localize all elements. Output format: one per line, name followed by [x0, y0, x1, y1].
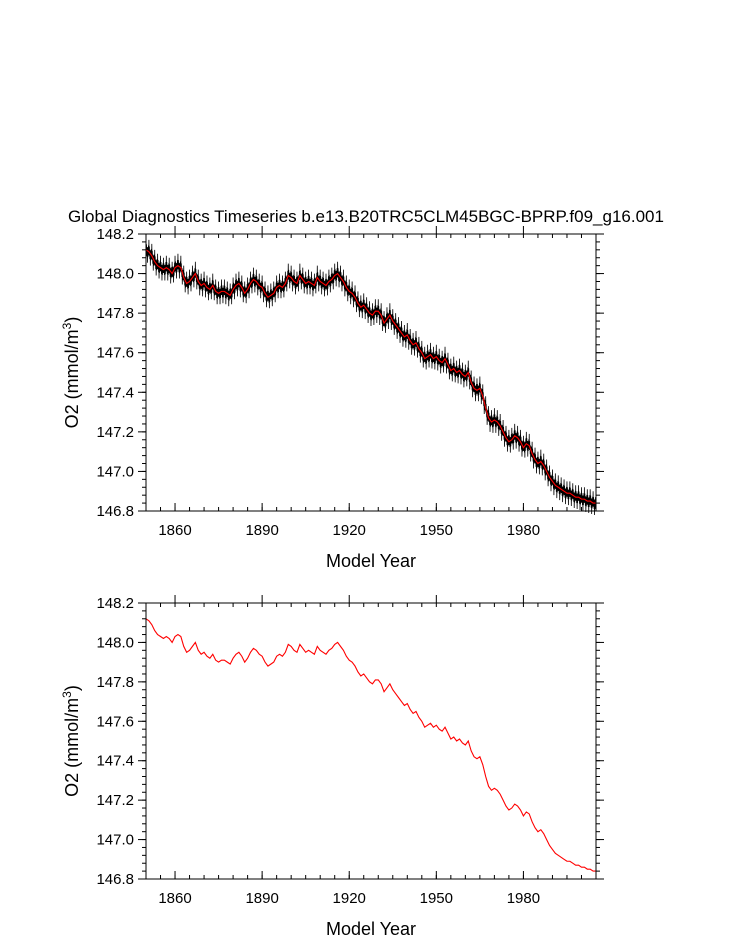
x-tick-label: 1890	[245, 890, 278, 907]
y-tick-label: 147.6	[96, 345, 134, 362]
y-tick-label: 148.0	[96, 634, 134, 651]
series-line-monthly	[145, 237, 597, 515]
x-axis-title: Model Year	[326, 919, 416, 939]
y-tick-label: 147.4	[96, 384, 134, 401]
y-tick-label: 147.4	[96, 753, 134, 770]
x-tick-label: 1980	[507, 522, 540, 539]
y-tick-label: 147.6	[96, 713, 134, 730]
timeseries-panel-monthly: 1860 1890 1920 1950 1980 146.8 147.0 147.2 147.4…	[60, 226, 604, 571]
y-tick-label: 147.2	[96, 424, 134, 441]
series-line-annual	[145, 618, 596, 872]
y-tick-label: 148.2	[96, 226, 134, 243]
plot-frame	[145, 233, 597, 512]
y-tick-label: 146.8	[96, 871, 134, 888]
x-tick-label: 1920	[333, 522, 366, 539]
y-tick-label: 147.8	[96, 674, 134, 691]
x-tick-label: 1950	[420, 522, 453, 539]
y-tick-label: 147.2	[96, 792, 134, 809]
x-tick-label: 1920	[333, 890, 366, 907]
y-tick-label: 147.0	[96, 832, 134, 849]
x-tick-label: 1860	[158, 890, 191, 907]
y-tick-label: 146.8	[96, 503, 134, 520]
y-tick-label: 148.2	[96, 595, 134, 612]
timeseries-panel-annual: 1860 1890 1920 1950 1980 146.8 147.0 147.2 147.4…	[60, 595, 604, 939]
y-axis-title: O2 (mmol/m3)	[60, 685, 82, 797]
y-tick-label: 147.0	[96, 463, 134, 480]
chart-title: Global Diagnostics Timeseries b.e13.B20T…	[68, 207, 664, 226]
y-tick-label: 147.8	[96, 305, 134, 322]
x-tick-label: 1860	[158, 522, 191, 539]
y-axis-title: O2 (mmol/m3)	[60, 317, 82, 429]
x-tick-label: 1950	[420, 890, 453, 907]
y-tick-label: 148.0	[96, 266, 134, 283]
x-tick-label: 1890	[245, 522, 278, 539]
series-line-annual	[145, 249, 596, 504]
x-tick-label: 1980	[507, 890, 540, 907]
plot-frame	[145, 602, 597, 880]
x-axis-title: Model Year	[326, 551, 416, 571]
